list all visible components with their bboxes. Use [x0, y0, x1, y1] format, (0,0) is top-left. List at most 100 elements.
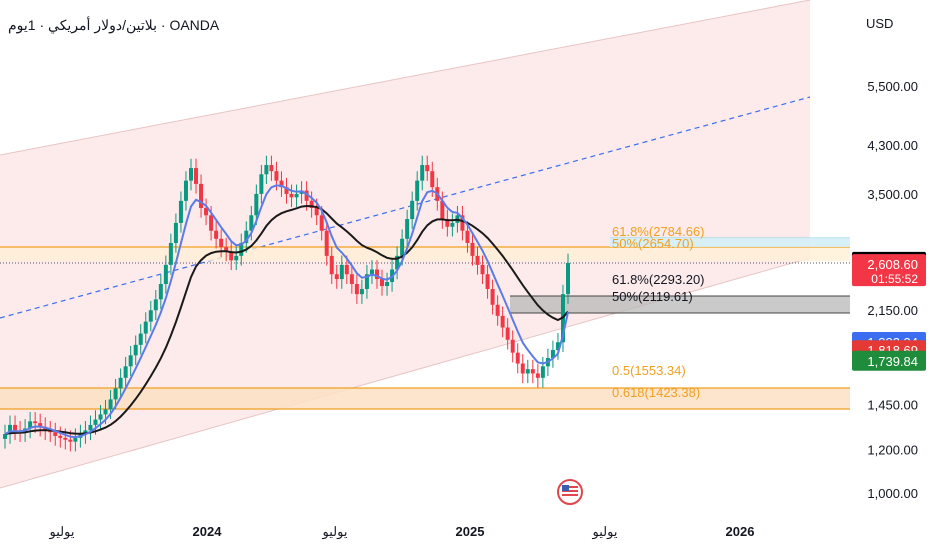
candle-body	[98, 414, 103, 420]
candle-body	[530, 369, 535, 374]
time-tick-label: 2026	[726, 524, 755, 539]
symbol-title[interactable]: بلاتين/دولار أمريكي · 1يوم · OANDA	[8, 15, 220, 34]
candle-body	[163, 264, 168, 284]
price-badge	[852, 350, 926, 371]
candle-body	[319, 215, 324, 231]
candle-body	[520, 363, 525, 374]
candle-body	[188, 168, 193, 181]
candle-body	[279, 180, 284, 188]
candle-body	[123, 366, 128, 378]
fib-labels: 61.8%(2784.66)50%(2654.70) 61.8%(2293.20)…	[612, 224, 705, 400]
candle-body	[173, 222, 178, 243]
candle-body	[535, 373, 540, 378]
candle-body	[58, 435, 63, 438]
candle-body	[475, 255, 480, 265]
price-badge	[852, 254, 926, 287]
regression-channel-fill	[0, 0, 810, 488]
time-tick-label: 2024	[193, 524, 223, 539]
candle-body	[359, 289, 364, 295]
candle-body	[53, 432, 58, 436]
candle-body	[3, 434, 7, 439]
candle-body	[234, 255, 239, 261]
channel-mid-dashed-line	[0, 96, 811, 319]
candle-body	[118, 377, 123, 389]
fib-zone-upper	[0, 247, 850, 261]
candle-body	[540, 366, 545, 378]
candle-body	[108, 399, 113, 410]
fib-zone-lower	[0, 388, 850, 409]
candle-body	[199, 183, 204, 208]
candle-body	[138, 333, 143, 345]
price-tick-label: 4,300.00	[867, 138, 918, 153]
candle-body	[254, 193, 259, 216]
candle-body	[13, 424, 18, 431]
candle-body	[153, 299, 158, 311]
candle-body	[440, 200, 445, 220]
candle-body	[183, 180, 188, 201]
candle-body	[510, 339, 515, 353]
fib-label: 50%(2654.70)	[612, 236, 694, 251]
price-tick-label: 1,450.00	[867, 397, 918, 412]
candle-body	[113, 388, 118, 400]
candle-body	[339, 264, 344, 280]
candle-body	[168, 242, 173, 265]
candle-body	[385, 282, 390, 286]
price-axis[interactable]: 5,500.00 4,300.00 3,500.00 2,150.00 1,450.00…	[867, 79, 918, 501]
candle-body	[349, 274, 354, 284]
candle-body	[380, 279, 385, 286]
time-tick-label: يوليو	[49, 524, 75, 540]
candle-body	[148, 310, 153, 322]
candle-body	[490, 289, 495, 305]
candle-body	[445, 219, 450, 227]
fib-zone-cyan	[610, 238, 850, 247]
candle-body	[284, 187, 289, 194]
candle-body	[103, 409, 108, 415]
candle-body	[550, 350, 555, 359]
candle-body	[344, 264, 349, 275]
candle-body	[304, 190, 309, 201]
candle-body	[450, 222, 455, 227]
candle-body	[430, 171, 435, 188]
candle-body	[420, 165, 425, 181]
price-badge-label: 2,608.60	[867, 257, 918, 272]
candle-body	[314, 207, 319, 216]
candle-body	[309, 200, 314, 208]
ema-fast-line	[4, 184, 569, 439]
currency-label[interactable]: USD	[866, 16, 893, 31]
time-tick-label: 2025	[456, 524, 485, 539]
candle-body	[480, 264, 485, 275]
fib-label: 61.8%(2293.20)	[612, 272, 705, 287]
candle-body	[239, 242, 244, 256]
candle-body	[405, 219, 410, 239]
ema-slow-line	[4, 204, 569, 436]
price-tick-label: 1,200.00	[867, 442, 918, 457]
price-tick-label: 5,500.00	[867, 79, 918, 94]
candle-body	[470, 242, 475, 256]
candle-body	[369, 269, 374, 275]
us-flag-icon[interactable]	[557, 479, 583, 505]
candle-body	[495, 304, 500, 316]
channel-upper-line	[0, 0, 811, 156]
candle-body	[68, 439, 73, 442]
fib-label: 50%(2119.61)	[612, 289, 693, 304]
time-axis[interactable]: يوليو 2024 يوليو 2025 يوليو 2026	[49, 524, 755, 540]
candle-body	[395, 255, 400, 270]
candle-body	[269, 165, 274, 172]
candle-body	[500, 315, 505, 328]
candle-body	[460, 215, 465, 231]
candle-body	[400, 238, 405, 256]
time-tick-label: يوليو	[592, 524, 618, 540]
candle-body	[249, 215, 254, 231]
candle-body	[289, 193, 294, 198]
candle-body	[8, 424, 13, 435]
candle-body	[38, 423, 43, 427]
candle-body	[143, 321, 148, 334]
candle-body	[33, 421, 38, 424]
price-tick-label: 3,500.00	[867, 187, 918, 202]
candle-body	[329, 255, 334, 275]
candle-body	[83, 430, 88, 435]
candle-body	[274, 171, 279, 181]
time-tick-label: يوليو	[322, 524, 348, 540]
